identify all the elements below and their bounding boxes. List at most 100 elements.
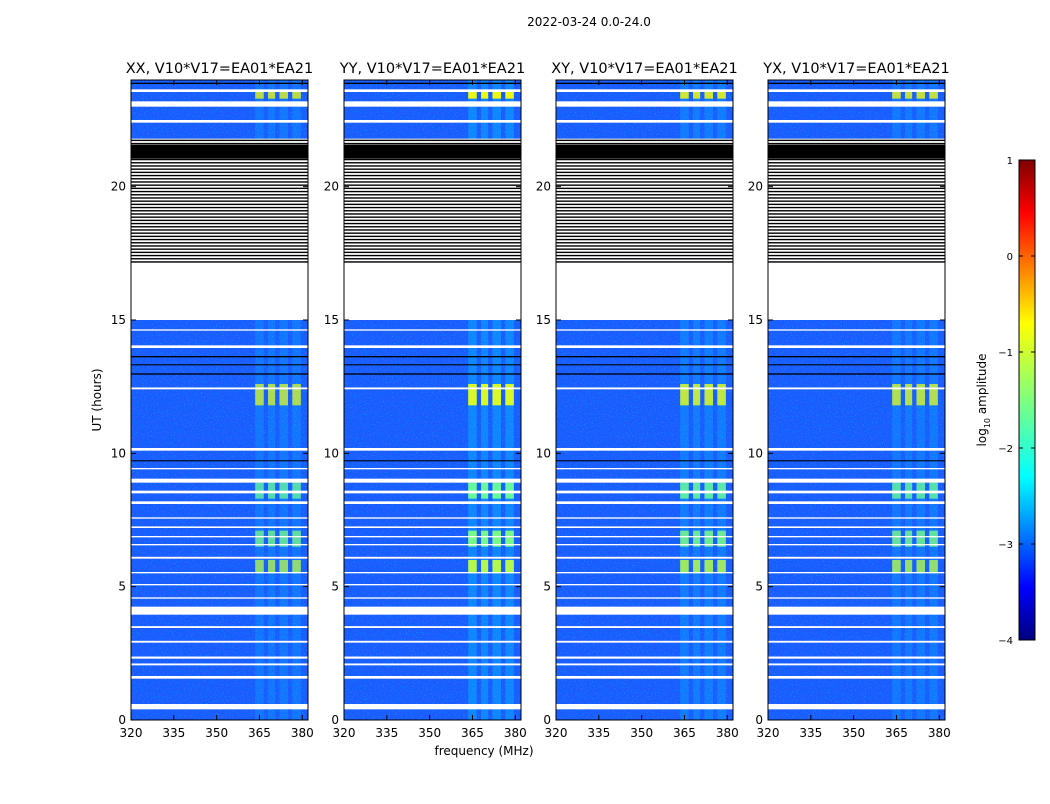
flagged-stripe	[768, 245, 945, 247]
rfi-hot-spot	[255, 530, 264, 547]
flagged-row	[556, 261, 733, 320]
flagged-row	[131, 526, 308, 528]
panel-title: XX, V10*V17=EA01*EA21	[126, 61, 314, 77]
flagged-row	[556, 345, 733, 348]
panel-frame	[767, 79, 946, 721]
flagged-stripe	[344, 187, 521, 190]
flagged-stripe	[344, 200, 521, 202]
panel-3: 320 335 350 365 380 0 5 10 15 20 XY, V10*V17=EA01*…	[536, 61, 739, 740]
flagged-stripe	[131, 232, 308, 234]
panel-frame	[343, 79, 522, 721]
flagged-row	[768, 544, 945, 546]
flagged-stripe	[131, 190, 308, 193]
flagged-stripe	[768, 226, 945, 228]
flagged-row	[344, 120, 521, 123]
flagged-stripe	[344, 251, 521, 254]
panel-title: YX, V10*V17=EA01*EA21	[762, 61, 949, 77]
flagged-row	[131, 536, 308, 538]
flagged-stripe	[131, 222, 308, 225]
y-tick-label: 10	[324, 446, 339, 460]
rfi-hot-spot	[693, 90, 701, 99]
rfi-hot-spot	[916, 384, 926, 406]
flagged-stripe	[556, 174, 733, 177]
panel-plot-area	[131, 80, 308, 720]
y-tick-label: 15	[324, 313, 339, 327]
flagged-row	[344, 572, 521, 574]
dark-row	[768, 373, 945, 375]
flagged-stripe	[344, 158, 521, 161]
flagged-row	[556, 448, 733, 451]
flagged-stripe	[131, 178, 308, 180]
flagged-stripe	[768, 165, 945, 167]
flagged-stripe	[131, 184, 308, 186]
flagged-solid-band	[131, 144, 308, 159]
flagged-stripe	[768, 187, 945, 190]
flagged-stripe	[768, 171, 945, 174]
flagged-stripe	[556, 222, 733, 225]
rfi-hot-spot	[505, 530, 514, 547]
flagged-stripe	[556, 251, 733, 254]
flagged-row	[768, 261, 945, 320]
flagged-row	[556, 544, 733, 546]
panel-title: YY, V10*V17=EA01*EA21	[339, 61, 525, 77]
y-tick-label: 10	[536, 446, 551, 460]
flagged-stripe	[556, 254, 733, 257]
y-tick-label: 0	[755, 713, 763, 727]
flagged-stripe	[344, 184, 521, 186]
flagged-stripe	[131, 174, 308, 177]
colorbar-label-sub: 10	[983, 418, 992, 428]
y-tick-label: 15	[111, 313, 126, 327]
flagged-row	[768, 329, 945, 331]
flagged-stripe	[131, 242, 308, 244]
x-tick-label: 380	[928, 726, 951, 740]
flagged-stripe	[344, 219, 521, 222]
flagged-solid-band	[556, 144, 733, 159]
y-tick-label: 5	[755, 580, 763, 594]
flagged-stripe	[131, 258, 308, 260]
flagged-row	[556, 526, 733, 528]
flagged-stripe	[556, 171, 733, 174]
flagged-row	[768, 120, 945, 123]
rfi-hot-spot	[505, 384, 514, 406]
flagged-row	[131, 101, 308, 107]
x-tick-label: 365	[248, 726, 271, 740]
flagged-row	[131, 676, 308, 679]
rfi-hot-spot	[892, 530, 901, 547]
flagged-row	[344, 478, 521, 483]
flagged-stripe	[768, 238, 945, 241]
dark-row	[131, 373, 308, 375]
flagged-row	[768, 584, 945, 586]
flagged-stripe	[131, 248, 308, 250]
flagged-row	[131, 120, 308, 123]
dark-row	[556, 364, 733, 366]
rfi-hot-spot	[717, 384, 726, 406]
dark-row	[344, 82, 521, 84]
flagged-stripe	[131, 197, 308, 199]
flagged-row	[131, 89, 308, 92]
flagged-row	[131, 556, 308, 559]
flagged-row	[556, 656, 733, 659]
flagged-row	[768, 345, 945, 348]
flagged-row	[344, 656, 521, 659]
flagged-row	[556, 387, 733, 390]
flagged-stripe	[131, 251, 308, 254]
flagged-row	[768, 387, 945, 390]
flagged-stripe	[344, 197, 521, 199]
panel-2: 320 335 350 365 380 0 5 10 15 20 YY, V10*V17=EA01*…	[324, 61, 527, 740]
flagged-stripe	[131, 142, 308, 145]
rfi-hot-spot	[268, 560, 276, 574]
flagged-stripe	[768, 210, 945, 212]
rfi-hot-spot	[279, 90, 289, 99]
flagged-row	[344, 261, 521, 320]
flagged-row	[768, 663, 945, 666]
flagged-stripe	[768, 248, 945, 250]
flagged-row	[344, 387, 521, 390]
panel-plot-area	[344, 80, 521, 720]
flagged-stripe	[344, 226, 521, 228]
colorbar-label-rest: amplitude	[975, 354, 989, 418]
x-tick-label: 365	[885, 726, 908, 740]
figure-title: 2022-03-24 0.0-24.0	[527, 15, 651, 29]
flagged-row	[131, 468, 308, 470]
flagged-stripe	[344, 235, 521, 238]
rfi-hot-spot	[717, 560, 726, 574]
